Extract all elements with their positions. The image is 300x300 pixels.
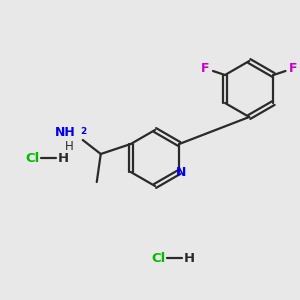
Text: NH: NH: [55, 127, 76, 140]
Text: Cl: Cl: [151, 251, 165, 265]
Text: H: H: [183, 251, 195, 265]
Text: F: F: [289, 62, 298, 76]
Text: H: H: [64, 140, 73, 152]
Text: F: F: [201, 62, 209, 76]
Text: 2: 2: [80, 127, 86, 136]
Text: N: N: [176, 167, 186, 179]
Text: H: H: [57, 152, 69, 164]
Text: Cl: Cl: [25, 152, 39, 164]
